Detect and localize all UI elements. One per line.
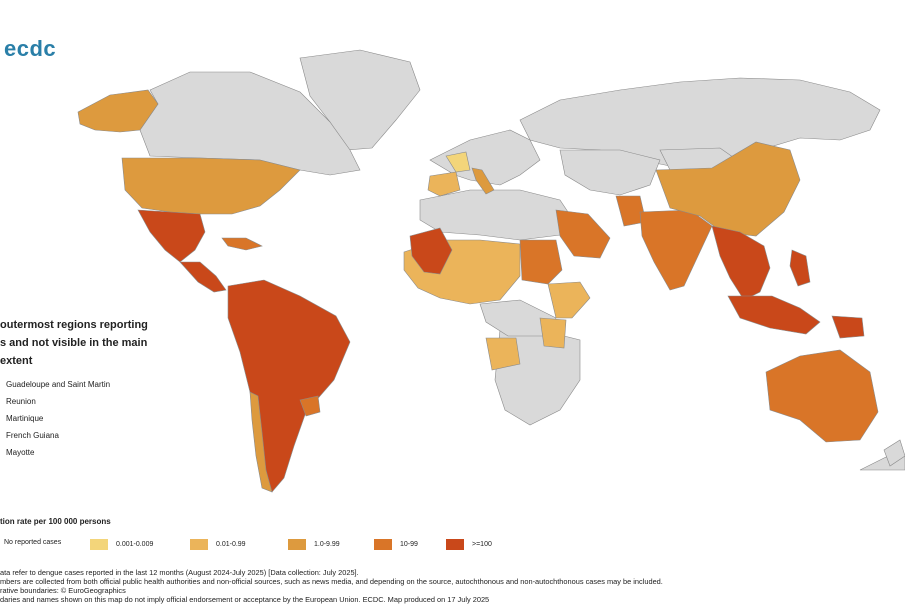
map-footnotes: ata refer to dengue cases reported in th…	[0, 568, 905, 604]
region-sudan	[519, 239, 563, 285]
region-caribbean	[221, 237, 263, 251]
inset-panel: outermost regions reporting s and not vi…	[0, 316, 170, 461]
footnote-line: mbers are collected from both official p…	[0, 577, 663, 586]
legend-swatch	[90, 539, 108, 550]
inset-region-item: Guadeloupe and Saint Martin	[6, 380, 111, 389]
inset-title-line: extent	[0, 355, 33, 367]
region-png	[831, 315, 865, 339]
region-philippines	[789, 249, 811, 287]
region-usa	[121, 157, 301, 215]
legend-item: 1.0-9.99	[288, 539, 340, 550]
legend-label: 1.0-9.99	[314, 541, 340, 548]
legend-swatch	[374, 539, 392, 550]
inset-title-line: s and not visible in the main	[0, 337, 148, 349]
footnote-line: daries and names shown on this map do no…	[0, 595, 490, 604]
region-angola	[485, 337, 521, 371]
legend-item: >=100	[446, 539, 492, 550]
legend-item: 10-99	[374, 539, 418, 550]
region-arabia	[555, 209, 611, 259]
region-south-america	[227, 279, 351, 493]
legend-row: No reported cases 0.001-0.009 0.01-0.99 …	[0, 539, 905, 551]
region-italy	[471, 167, 495, 195]
legend-swatch	[446, 539, 464, 550]
region-mali	[409, 227, 453, 275]
map-legend: tion rate per 100 000 persons No reporte…	[0, 517, 905, 550]
region-east-africa	[547, 281, 591, 319]
region-australia	[765, 349, 879, 443]
central-asia-grey	[559, 149, 661, 196]
region-tanzania	[539, 317, 567, 349]
legend-item: 0.001-0.009	[90, 539, 153, 550]
legend-label: 0.001-0.009	[116, 541, 154, 548]
canada	[139, 71, 361, 176]
greenland	[299, 49, 421, 151]
legend-swatch	[190, 539, 208, 550]
region-uruguay	[299, 395, 321, 417]
region-new-zealand	[883, 439, 905, 467]
region-iberia	[427, 171, 461, 197]
region-southeast-asia	[711, 225, 771, 301]
region-central-america	[179, 261, 227, 293]
region-india	[639, 209, 713, 291]
inset-region-list: Guadeloupe and Saint Martin Reunion Mart…	[0, 376, 170, 461]
inset-title-line: outermost regions reporting	[0, 319, 148, 331]
inset-region-item: Martinique	[6, 414, 44, 423]
region-alaska	[77, 89, 159, 133]
region-mexico	[137, 209, 206, 263]
inset-region-item: Reunion	[6, 397, 36, 406]
footnote-line: rative boundaries: © EuroGeographics	[0, 586, 126, 595]
legend-swatch	[288, 539, 306, 550]
inset-title: outermost regions reporting s and not vi…	[0, 316, 170, 370]
legend-label: 10-99	[400, 541, 418, 548]
region-china	[655, 141, 801, 237]
legend-item: No reported cases	[4, 539, 61, 546]
legend-label: No reported cases	[4, 539, 62, 546]
region-indonesia	[727, 295, 821, 335]
inset-region-item: French Guiana	[6, 431, 59, 440]
region-france	[445, 151, 471, 173]
ecdc-logo: ecdc	[4, 36, 57, 61]
inset-region-item: Mayotte	[6, 448, 35, 457]
legend-label: >=100	[472, 541, 492, 548]
footnote-line: ata refer to dengue cases reported in th…	[0, 568, 359, 577]
region-chile	[249, 391, 273, 493]
no-data-regions	[139, 49, 905, 471]
legend-item: 0.01-0.99	[190, 539, 246, 550]
legend-title: tion rate per 100 000 persons	[0, 517, 111, 526]
legend-label: 0.01-0.99	[216, 541, 246, 548]
